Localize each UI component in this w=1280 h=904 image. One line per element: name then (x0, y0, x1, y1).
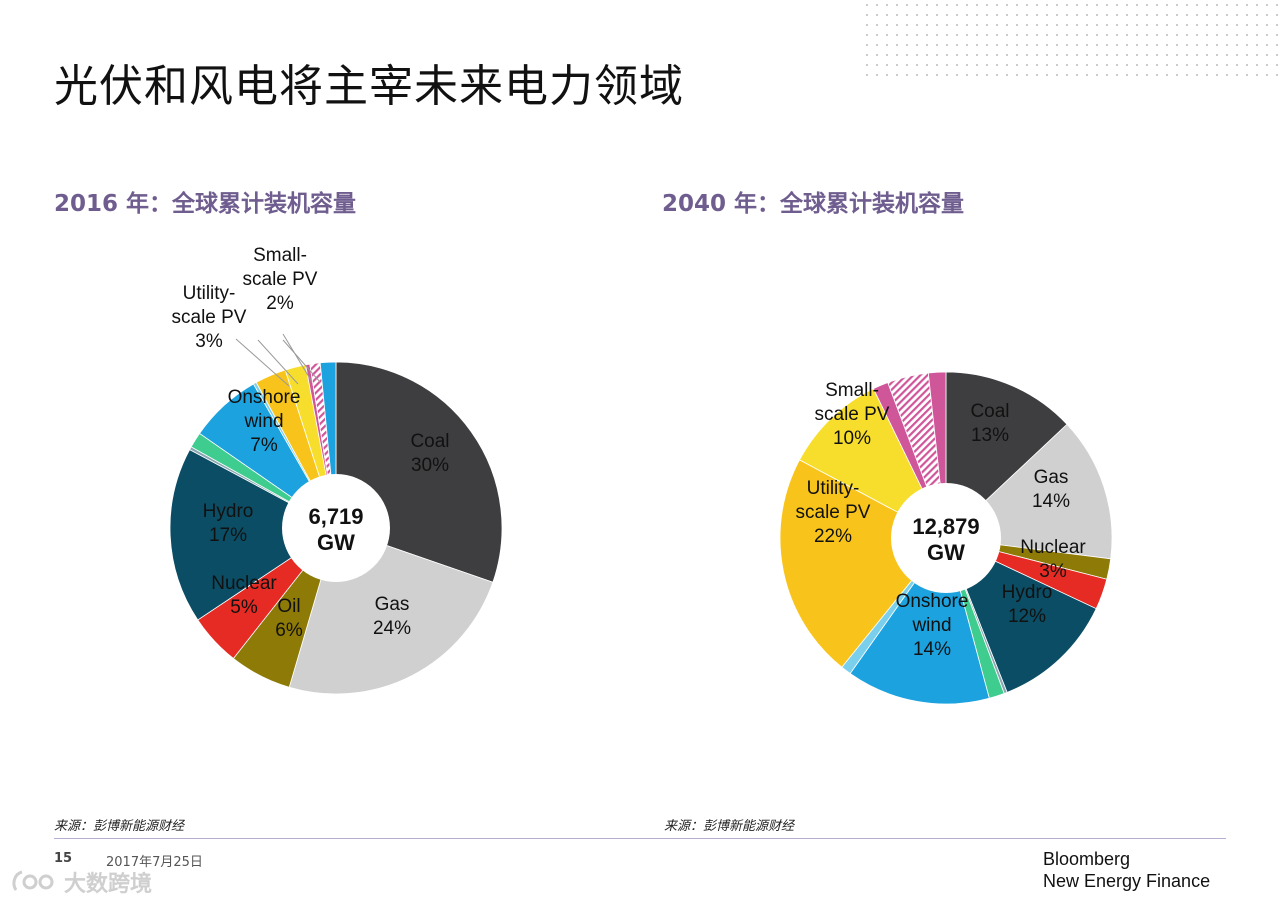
pie-slice-utility-scale-pv (779, 459, 947, 668)
brand-line-1: Bloomberg (1043, 849, 1131, 869)
leader-line (257, 339, 299, 385)
donut-hole (282, 474, 390, 582)
slice-label-gas: Gas 14% (1032, 467, 1070, 512)
footer-date: 2017年7月25日 (106, 855, 203, 870)
slice-label-coal: Coal 13% (970, 401, 1009, 446)
slice-label-onshore-wind: Onshore wind 7% (228, 387, 301, 456)
page-number: 15 (54, 851, 73, 866)
brand-logo-text: Bloomberg New Energy Finance (1043, 848, 1210, 892)
footer-divider (54, 838, 1226, 839)
leader-line (282, 339, 321, 383)
label-leader-lines (235, 333, 321, 387)
pie-2040: 12,879 GW Coal 13% Gas 14% Nuclear 3%Hydro 12% On… (779, 371, 1113, 705)
slice-label-nuclear: Nuclear 3% (1020, 537, 1086, 582)
source-note-right: 来源：彭博新能源财经 (664, 819, 795, 834)
pie-2016: 6,719 GW Coal 30% Gas 24% Oil 6%Nuclear 5% Hydro 1… (169, 245, 503, 695)
slice-label-small-scale-pv: Small-scale PV 10% (815, 380, 890, 449)
slice-label-hydro: Hydro 17% (203, 501, 254, 546)
donut-hole (891, 483, 1001, 593)
page-title: 光伏和风电将主宰未来电力领域 (54, 61, 684, 112)
leader-line (235, 338, 290, 387)
watermark-logo-icon (12, 870, 54, 891)
brand-line-2: New Energy Finance (1043, 871, 1211, 891)
watermark-text: 大数跨境 (64, 872, 153, 897)
slice-label-small-scale-pv: Small-scale PV 2% (243, 245, 318, 314)
slice-label-nuclear: Nuclear 5% (211, 573, 277, 618)
decorative-dot-grid (862, 0, 1280, 78)
leader-line (282, 333, 313, 383)
center-total-label: 12,879 GW (912, 514, 979, 565)
chart-title-2016: 2016 年：全球累计装机容量 (54, 191, 357, 217)
slice-label-coal: Coal 30% (410, 431, 449, 476)
chart-title-2040: 2040 年：全球累计装机容量 (662, 191, 965, 217)
slice-label-oil: Oil 6% (275, 596, 303, 641)
source-note-left: 来源：彭博新能源财经 (54, 819, 185, 834)
slice-label-hydro: Hydro 12% (1002, 582, 1053, 627)
slice-label-onshore-wind: Onshore wind 14% (896, 591, 969, 660)
slice-label-utility-scale-pv: Utility-scale PV 22% (796, 478, 871, 547)
pie-slice-hydro (169, 449, 337, 621)
slice-label-utility-scale-pv: Utility-scale PV 3% (172, 283, 247, 352)
watermark: 大数跨境 (10, 866, 152, 898)
slice-label-gas: Gas 24% (373, 594, 411, 639)
center-total-label: 6,719 GW (308, 504, 363, 555)
